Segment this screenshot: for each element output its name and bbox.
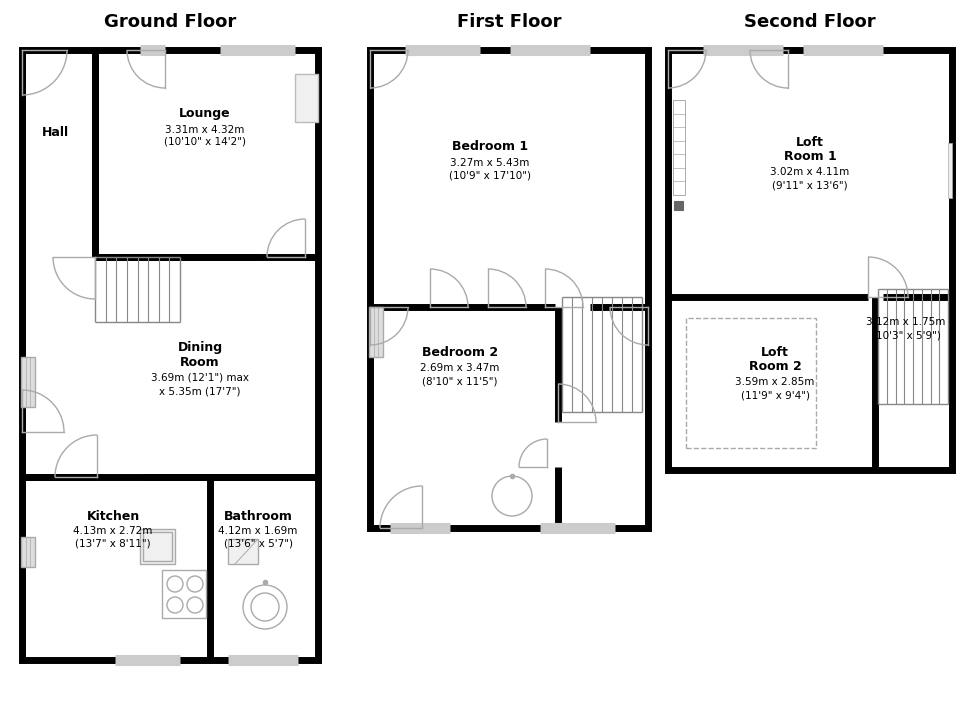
Text: Bedroom 1: Bedroom 1 bbox=[452, 140, 528, 154]
Text: Loft: Loft bbox=[796, 135, 824, 149]
Text: Dining: Dining bbox=[177, 340, 222, 353]
Bar bbox=[162, 570, 206, 618]
Text: Room 2: Room 2 bbox=[749, 360, 802, 372]
Bar bbox=[673, 100, 685, 195]
Bar bbox=[143, 532, 172, 561]
Text: (13'7" x 8'11"): (13'7" x 8'11") bbox=[75, 538, 151, 548]
Text: 3.12m x 1.75m: 3.12m x 1.75m bbox=[866, 317, 946, 327]
Text: (10'9" x 17'10"): (10'9" x 17'10") bbox=[449, 171, 531, 181]
Bar bbox=[674, 201, 683, 210]
Text: 4.13m x 2.72m: 4.13m x 2.72m bbox=[74, 526, 153, 536]
Text: (9'11" x 13'6"): (9'11" x 13'6") bbox=[772, 180, 848, 190]
Text: Kitchen: Kitchen bbox=[86, 511, 139, 523]
Text: First Floor: First Floor bbox=[457, 13, 562, 31]
Text: Second Floor: Second Floor bbox=[744, 13, 876, 31]
Text: x 5.35m (17'7"): x 5.35m (17'7") bbox=[160, 386, 241, 396]
Bar bbox=[369, 307, 383, 357]
Text: Loft: Loft bbox=[761, 345, 789, 359]
Text: Ground Floor: Ground Floor bbox=[104, 13, 236, 31]
Text: 3.02m x 4.11m: 3.02m x 4.11m bbox=[770, 167, 850, 177]
Text: Hall: Hall bbox=[41, 125, 69, 139]
Text: 4.12m x 1.69m: 4.12m x 1.69m bbox=[219, 526, 298, 536]
Text: 2.69m x 3.47m: 2.69m x 3.47m bbox=[420, 363, 500, 373]
Text: (13'6" x 5'7"): (13'6" x 5'7") bbox=[223, 538, 292, 548]
Text: (11'9" x 9'4"): (11'9" x 9'4") bbox=[741, 390, 809, 400]
Bar bbox=[668, 50, 952, 470]
Bar bbox=[370, 50, 648, 528]
Bar bbox=[686, 318, 816, 448]
Text: (10'3" x 5'9"): (10'3" x 5'9") bbox=[871, 330, 941, 340]
Text: 3.31m x 4.32m: 3.31m x 4.32m bbox=[166, 125, 245, 135]
Bar bbox=[228, 539, 258, 564]
Text: Room 1: Room 1 bbox=[784, 150, 836, 162]
Text: Bathroom: Bathroom bbox=[223, 511, 292, 523]
Text: Bedroom 2: Bedroom 2 bbox=[422, 345, 498, 359]
Bar bbox=[948, 143, 952, 198]
Text: (10'10" x 14'2"): (10'10" x 14'2") bbox=[164, 137, 246, 147]
Bar bbox=[22, 50, 318, 660]
Text: (8'10" x 11'5"): (8'10" x 11'5") bbox=[422, 376, 498, 386]
Text: Room: Room bbox=[180, 355, 220, 369]
Text: Lounge: Lounge bbox=[179, 108, 231, 120]
Bar bbox=[21, 537, 35, 567]
Bar bbox=[21, 357, 35, 407]
Text: 3.59m x 2.85m: 3.59m x 2.85m bbox=[735, 377, 814, 387]
Bar bbox=[140, 529, 175, 564]
Text: 3.27m x 5.43m: 3.27m x 5.43m bbox=[451, 158, 529, 168]
Text: 3.69m (12'1") max: 3.69m (12'1") max bbox=[151, 373, 249, 383]
Bar bbox=[295, 74, 318, 122]
